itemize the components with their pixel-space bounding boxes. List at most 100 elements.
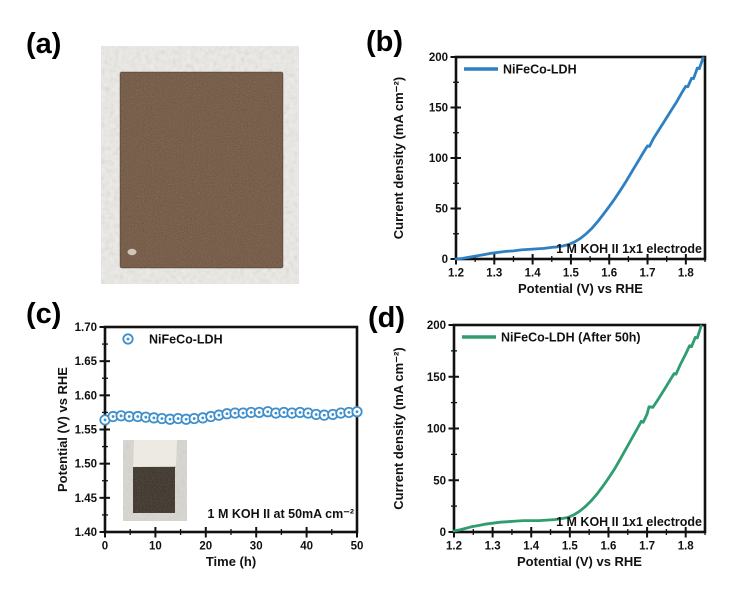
- y-tick-label: 1.55: [75, 425, 98, 437]
- x-tick-label: 1.4: [525, 268, 542, 280]
- data-point-dot: [314, 413, 318, 416]
- x-tick-label: 20: [199, 541, 212, 553]
- data-point-dot: [274, 411, 278, 415]
- x-tick-label: 1.7: [640, 268, 656, 280]
- plot-border: [452, 323, 707, 534]
- annotation: 1 M KOH II 1x1 electrode: [556, 242, 702, 256]
- y-tick-label: 0: [442, 254, 448, 266]
- data-point-dot: [282, 411, 286, 414]
- y-tick-label: 1.45: [75, 493, 98, 505]
- data-point-dot: [209, 415, 213, 418]
- x-tick-label: 1.5: [563, 268, 580, 280]
- data-point-dot: [152, 416, 156, 420]
- panel-label-b: (b): [366, 26, 404, 58]
- data-point-dot: [168, 417, 172, 421]
- y-axis-label: Current density (mA cm⁻²): [391, 77, 406, 239]
- x-tick-label: 1.6: [601, 268, 617, 280]
- y-axis-label: Current density (mA cm⁻²): [391, 347, 406, 509]
- y-tick-label: 50: [433, 475, 446, 487]
- data-point-dot: [176, 417, 180, 420]
- y-tick-label: 1.60: [75, 390, 97, 402]
- electrode-plate-texture: [120, 72, 283, 268]
- x-tick-label: 1.3: [485, 541, 501, 553]
- y-axis-label: Potential (V) vs RHE: [55, 367, 70, 492]
- data-point-dot: [127, 415, 131, 418]
- data-point-dot: [111, 415, 115, 418]
- plot-border: [454, 55, 707, 261]
- data-point-dot: [266, 410, 270, 414]
- y-tick-label: 50: [435, 204, 448, 216]
- y-tick-label: 200: [429, 52, 448, 64]
- x-tick-label: 1.6: [600, 541, 616, 553]
- data-point-dot: [331, 413, 335, 416]
- y-tick-label: 1.70: [75, 322, 97, 334]
- panel-label-d: (d): [368, 302, 406, 334]
- x-axis-label: Time (h): [206, 554, 256, 569]
- x-tick-label: 1.8: [678, 268, 695, 280]
- data-point-dot: [355, 410, 359, 414]
- inset-clip: [133, 440, 177, 468]
- x-tick-label: 40: [300, 541, 313, 553]
- data-point-dot: [298, 411, 302, 414]
- data-line: [454, 56, 705, 261]
- y-tick-label: 1.50: [75, 459, 97, 471]
- data-point-dot: [322, 413, 326, 417]
- data-point-dot: [249, 411, 253, 414]
- data-point-dot: [233, 411, 237, 415]
- y-tick-label: 0: [440, 527, 446, 539]
- data-point-dot: [257, 411, 261, 414]
- panel-label-a: (a): [26, 28, 62, 60]
- y-tick-label: 150: [429, 103, 448, 115]
- chart-lsv-after-50h: 1.2 1.3 1.4 1.5 1.6 1.7 1.8 0 50 100 150 200 Potenti…: [391, 320, 707, 569]
- electrode-plate-edge: [119, 71, 284, 269]
- plate-speck: [127, 248, 137, 256]
- data-point-dot: [339, 411, 343, 415]
- chart-stability: 0 10 20 30 40 50 1.40 1.45 1.50 1.55 1.60 1.65 1.70 T…: [55, 322, 364, 569]
- data-point-dot: [192, 417, 196, 420]
- legend-label: NiFeCo-LDH (After 50h): [501, 331, 641, 345]
- x-axis-label: Potential (V) vs RHE: [517, 554, 642, 569]
- chart-lsv-initial: 1.2 1.3 1.4 1.5 1.6 1.7 1.8 0 50 100 150 200 Potenti…: [391, 52, 707, 296]
- data-point-dot: [217, 413, 221, 417]
- plot-border: [103, 325, 359, 534]
- x-tick-label: 1.3: [486, 268, 502, 280]
- data-point-dot: [225, 412, 229, 416]
- data-point-dot: [160, 417, 164, 420]
- x-tick-label: 1.2: [448, 268, 464, 280]
- x-tick-label: 1.8: [678, 541, 695, 553]
- data-point-dot: [290, 411, 294, 415]
- data-point-dot: [201, 416, 205, 420]
- x-tick-label: 30: [250, 541, 263, 553]
- legend-label: NiFeCo-LDH: [503, 63, 577, 77]
- data-point-dot: [306, 411, 310, 415]
- y-tick-label: 1.40: [75, 527, 97, 539]
- inset-electrode-photo: [123, 440, 187, 521]
- y-tick-label: 100: [427, 424, 446, 436]
- data-point-dot: [103, 418, 107, 422]
- x-axis-label: Potential (V) vs RHE: [518, 281, 643, 296]
- x-tick-label: 1.2: [446, 541, 462, 553]
- data-point-dot: [347, 411, 351, 414]
- y-tick-label: 200: [427, 320, 446, 332]
- x-tick-label: 10: [149, 541, 162, 553]
- annotation: 1 M KOH II at 50mA cm⁻²: [208, 507, 354, 521]
- data-point-dot: [241, 411, 245, 415]
- x-tick-label: 1.7: [639, 541, 655, 553]
- legend-marker-dot: [126, 337, 130, 341]
- y-tick-label: 100: [429, 153, 448, 165]
- annotation: 1 M KOH II 1x1 electrode: [556, 515, 702, 529]
- x-tick-label: 0: [102, 541, 108, 553]
- data-point-dot: [119, 414, 123, 418]
- data-point-dot: [136, 415, 140, 418]
- data-point-dot: [144, 415, 148, 419]
- inset-electrode-texture: [133, 467, 175, 513]
- legend-label: NiFeCo-LDH: [149, 333, 223, 347]
- x-tick-label: 1.5: [562, 541, 579, 553]
- electrode-photo: [101, 46, 299, 284]
- y-tick-label: 150: [427, 372, 446, 384]
- x-tick-label: 1.4: [523, 541, 540, 553]
- y-tick-label: 1.65: [75, 356, 98, 368]
- x-tick-label: 50: [351, 541, 364, 553]
- data-line: [452, 324, 703, 533]
